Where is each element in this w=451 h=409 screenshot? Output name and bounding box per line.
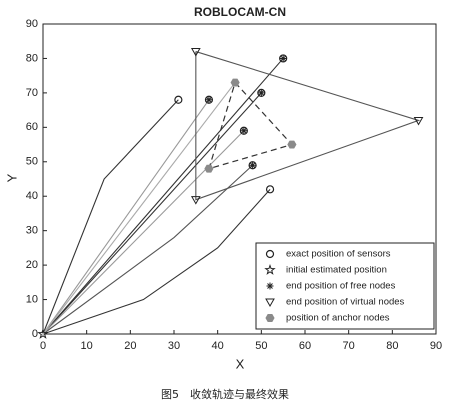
- x-tick-label: 80: [386, 340, 398, 352]
- triangle-marker: [413, 116, 424, 126]
- x-tick-label: 90: [430, 340, 442, 352]
- trajectory: [195, 51, 421, 201]
- y-tick-label: 50: [26, 156, 38, 168]
- y-tick-label: 40: [26, 190, 38, 202]
- triangle-marker: [190, 196, 201, 205]
- legend-marker: [265, 298, 275, 308]
- y-tick-label: 60: [26, 121, 38, 133]
- legend-label: end position of free nodes: [286, 281, 396, 292]
- legend-label: end position of virtual nodes: [286, 297, 405, 308]
- star-marker: [37, 327, 49, 339]
- legend-marker: [265, 314, 275, 322]
- y-tick-label: 90: [26, 18, 38, 30]
- x-tick-label: 30: [168, 340, 180, 352]
- x-tick-label: 0: [40, 340, 46, 352]
- x-tick-label: 60: [299, 340, 311, 352]
- y-tick-label: 0: [32, 328, 38, 340]
- anchor-marker: [230, 78, 240, 87]
- caption: 图5 收敛轨迹与最终效果: [161, 387, 289, 401]
- y-tick-label: 20: [26, 259, 38, 271]
- y-tick-label: 70: [26, 87, 38, 99]
- legend-label: position of anchor nodes: [286, 313, 390, 324]
- x-tick-label: 20: [124, 340, 136, 352]
- y-axis-label: Y: [4, 173, 19, 182]
- x-tick-label: 50: [255, 340, 267, 352]
- asterisk-marker: [205, 96, 213, 104]
- trajectory: [42, 99, 210, 335]
- x-tick-label: 40: [212, 340, 224, 352]
- legend-label: exact position of sensors: [286, 249, 391, 260]
- chart-title: ROBLOCAM-CN: [194, 5, 286, 19]
- legend-marker: [265, 249, 275, 259]
- trajectory: [42, 188, 271, 335]
- x-tick-label: 10: [81, 340, 93, 352]
- trajectory: [42, 130, 245, 335]
- anchor-polygon: [208, 81, 293, 170]
- asterisk-marker: [249, 161, 257, 169]
- triangle-marker: [190, 48, 201, 57]
- asterisk-marker: [240, 127, 248, 135]
- asterisk-marker: [279, 54, 287, 62]
- trajectory: [42, 92, 262, 335]
- legend-label: initial estimated position: [286, 265, 387, 276]
- legend-marker: [264, 263, 276, 275]
- legend-box: [255, 242, 435, 330]
- y-tick-label: 10: [26, 293, 38, 305]
- sensor-marker: [265, 185, 275, 194]
- trajectory: [42, 58, 284, 335]
- legend: exact position of sensors initial estimat…: [255, 242, 435, 330]
- y-tick-label: 80: [26, 52, 38, 64]
- anchor-marker: [287, 140, 297, 149]
- x-axis-label: X: [236, 356, 245, 371]
- plot-frame: [42, 23, 437, 335]
- y-tick-label: 30: [26, 225, 38, 237]
- trajectory: [42, 82, 236, 335]
- trajectory: [42, 99, 179, 335]
- anchor-marker: [204, 164, 214, 173]
- sensor-marker: [174, 95, 183, 104]
- asterisk-marker: [257, 89, 265, 97]
- legend-marker: [266, 282, 274, 290]
- x-tick-label: 70: [343, 340, 355, 352]
